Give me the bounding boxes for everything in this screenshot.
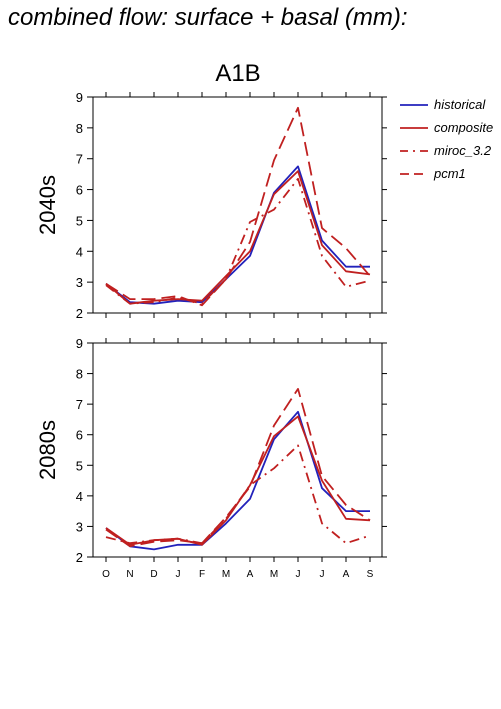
chart-main-title: combined flow: surface + basal (mm): <box>8 4 408 31</box>
y-tick-label: 8 <box>76 367 83 382</box>
x-tick-label: S <box>367 569 374 580</box>
legend-label-miroc_3.2: miroc_3.2 <box>434 143 492 158</box>
y-tick-label: 8 <box>76 121 83 136</box>
y-tick-label: 6 <box>76 428 83 443</box>
legend-label-historical: historical <box>434 97 486 112</box>
x-tick-label: J <box>320 569 325 580</box>
series-line-pcm1 <box>105 106 371 307</box>
y-tick-label: 3 <box>76 519 83 534</box>
panel-row-label: 2080s <box>35 420 60 480</box>
series-line-miroc_3.2 <box>105 444 371 545</box>
series-line-composite <box>105 415 371 546</box>
y-tick-label: 2 <box>76 306 83 321</box>
y-tick-label: 4 <box>76 244 83 259</box>
x-tick-label: F <box>199 569 205 580</box>
series-line-composite <box>105 170 371 305</box>
y-tick-label: 2 <box>76 550 83 565</box>
x-tick-label: N <box>126 569 133 580</box>
series-line-pcm1 <box>105 387 371 548</box>
x-tick-label: D <box>150 569 157 580</box>
series-line-miroc_3.2 <box>105 177 371 305</box>
x-tick-label: O <box>102 569 110 580</box>
panels-layer: 2 3 4 5 6 7 8 9 2040s 2 3 4 5 6 7 8 9 O N D J F M A M J J A S 2080s <box>35 90 387 580</box>
scenario-title: A1B <box>215 60 260 87</box>
legend: historical composite miroc_3.2 pcm1 <box>400 97 493 181</box>
y-tick-label: 7 <box>76 152 83 167</box>
y-tick-label: 9 <box>76 336 83 351</box>
series-line-historical <box>105 165 370 305</box>
y-tick-label: 4 <box>76 489 83 504</box>
x-tick-label: A <box>343 569 350 580</box>
y-tick-label: 9 <box>76 90 83 105</box>
y-tick-label: 7 <box>76 397 83 412</box>
y-tick-label: 6 <box>76 183 83 198</box>
plot-frame <box>92 342 383 558</box>
x-tick-label: J <box>296 569 301 580</box>
panel-2080s: 2 3 4 5 6 7 8 9 O N D J F M A M J J A S 2080s <box>35 336 387 580</box>
y-tick-label: 3 <box>76 275 83 290</box>
legend-label-pcm1: pcm1 <box>433 166 466 181</box>
y-tick-label: 5 <box>76 213 83 228</box>
panel-row-label: 2040s <box>35 175 60 235</box>
x-tick-label: A <box>247 569 254 580</box>
legend-label-composite: composite <box>434 120 493 135</box>
plot-frame <box>92 96 383 314</box>
x-tick-label: M <box>222 569 230 580</box>
x-tick-label: M <box>270 569 278 580</box>
panel-2040s: 2 3 4 5 6 7 8 9 2040s <box>35 90 387 321</box>
x-tick-label: J <box>176 569 181 580</box>
series-line-historical <box>105 410 370 551</box>
y-tick-label: 5 <box>76 458 83 473</box>
